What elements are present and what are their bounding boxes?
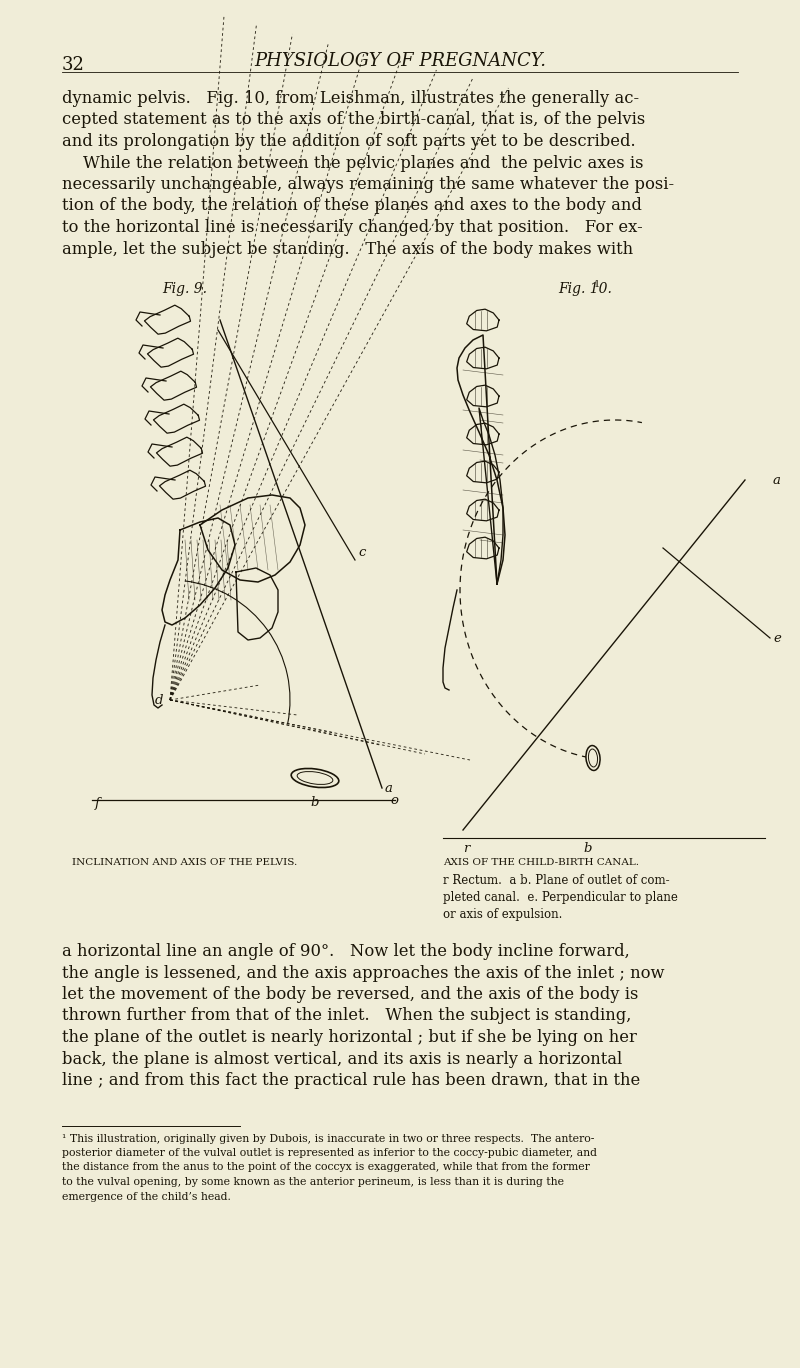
Text: tion of the body, the relation of these planes and axes to the body and: tion of the body, the relation of these … xyxy=(62,197,642,215)
Polygon shape xyxy=(154,404,199,434)
Text: the distance from the anus to the point of the coccyx is exaggerated, while that: the distance from the anus to the point … xyxy=(62,1163,590,1172)
Polygon shape xyxy=(150,371,197,401)
Text: line ; and from this fact the practical rule has been drawn, that in the: line ; and from this fact the practical … xyxy=(62,1073,640,1089)
Text: b: b xyxy=(310,796,318,808)
Polygon shape xyxy=(466,461,499,483)
Polygon shape xyxy=(157,438,202,466)
Text: While the relation between the pelvic planes and  the pelvic axes is: While the relation between the pelvic pl… xyxy=(62,155,643,171)
Text: the angle is lessened, and the axis approaches the axis of the inlet ; now: the angle is lessened, and the axis appr… xyxy=(62,964,665,981)
Polygon shape xyxy=(236,568,278,640)
Text: a: a xyxy=(773,473,781,487)
Text: PHYSIOLOGY OF PREGNANCY.: PHYSIOLOGY OF PREGNANCY. xyxy=(254,52,546,70)
Text: 32: 32 xyxy=(62,56,85,74)
Text: posterior diameter of the vulval outlet is represented as inferior to the coccy-: posterior diameter of the vulval outlet … xyxy=(62,1148,597,1157)
Text: let the movement of the body be reversed, and the axis of the body is: let the movement of the body be reversed… xyxy=(62,986,638,1003)
Text: ample, let the subject be standing.   The axis of the body makes with: ample, let the subject be standing. The … xyxy=(62,241,633,257)
Polygon shape xyxy=(466,538,499,560)
Text: Fig. 10.: Fig. 10. xyxy=(558,282,612,295)
Text: to the vulval opening, by some known as the anterior perineum, is less than it i: to the vulval opening, by some known as … xyxy=(62,1176,564,1187)
Text: o: o xyxy=(390,793,398,807)
Text: d: d xyxy=(155,694,163,706)
Text: the plane of the outlet is nearly horizontal ; but if she be lying on her: the plane of the outlet is nearly horizo… xyxy=(62,1029,637,1047)
Polygon shape xyxy=(159,471,206,499)
Text: a: a xyxy=(385,781,393,795)
Text: dynamic pelvis.   Fig. 10, from Leishman, illustrates the generally ac-: dynamic pelvis. Fig. 10, from Leishman, … xyxy=(62,90,639,107)
Polygon shape xyxy=(466,423,499,445)
Text: Fig. 9.: Fig. 9. xyxy=(162,282,207,295)
Text: necessarily unchangeable, always remaining the same whatever the posi-: necessarily unchangeable, always remaini… xyxy=(62,176,674,193)
Polygon shape xyxy=(479,408,503,584)
Text: emergence of the child’s head.: emergence of the child’s head. xyxy=(62,1192,231,1201)
Polygon shape xyxy=(466,309,499,331)
Text: c: c xyxy=(358,546,366,558)
Polygon shape xyxy=(147,338,194,367)
Polygon shape xyxy=(457,335,505,584)
Text: r Rectum.  a b. Plane of outlet of com-
pleted canal.  e. Perpendicular to plane: r Rectum. a b. Plane of outlet of com- p… xyxy=(443,874,678,921)
Ellipse shape xyxy=(586,746,600,770)
Text: thrown further from that of the inlet.   When the subject is standing,: thrown further from that of the inlet. W… xyxy=(62,1007,631,1025)
Polygon shape xyxy=(466,347,499,369)
Text: cepted statement as to the axis of the birth-canal, that is, of the pelvis: cepted statement as to the axis of the b… xyxy=(62,112,646,129)
Polygon shape xyxy=(466,386,499,406)
Text: to the horizontal line is necessarily changed by that position.   For ex-: to the horizontal line is necessarily ch… xyxy=(62,219,642,237)
Text: ¹ This illustration, originally given by Dubois, is inaccurate in two or three r: ¹ This illustration, originally given by… xyxy=(62,1134,594,1144)
Polygon shape xyxy=(466,499,499,521)
Text: INCLINATION AND AXIS OF THE PELVIS.: INCLINATION AND AXIS OF THE PELVIS. xyxy=(72,858,298,867)
Polygon shape xyxy=(162,518,235,625)
Text: and its prolongation by the addition of soft parts yet to be described.: and its prolongation by the addition of … xyxy=(62,133,636,150)
Polygon shape xyxy=(145,305,190,334)
Text: 1: 1 xyxy=(594,280,600,289)
Text: e: e xyxy=(773,632,781,644)
Text: back, the plane is almost vertical, and its axis is nearly a horizontal: back, the plane is almost vertical, and … xyxy=(62,1051,622,1067)
Text: b: b xyxy=(583,841,591,855)
Text: r: r xyxy=(463,841,470,855)
Text: AXIS OF THE CHILD-BIRTH CANAL.: AXIS OF THE CHILD-BIRTH CANAL. xyxy=(443,858,639,867)
Text: f: f xyxy=(95,796,100,810)
Ellipse shape xyxy=(291,769,338,788)
Polygon shape xyxy=(200,495,305,581)
Text: a horizontal line an angle of 90°.   Now let the body incline forward,: a horizontal line an angle of 90°. Now l… xyxy=(62,943,630,960)
